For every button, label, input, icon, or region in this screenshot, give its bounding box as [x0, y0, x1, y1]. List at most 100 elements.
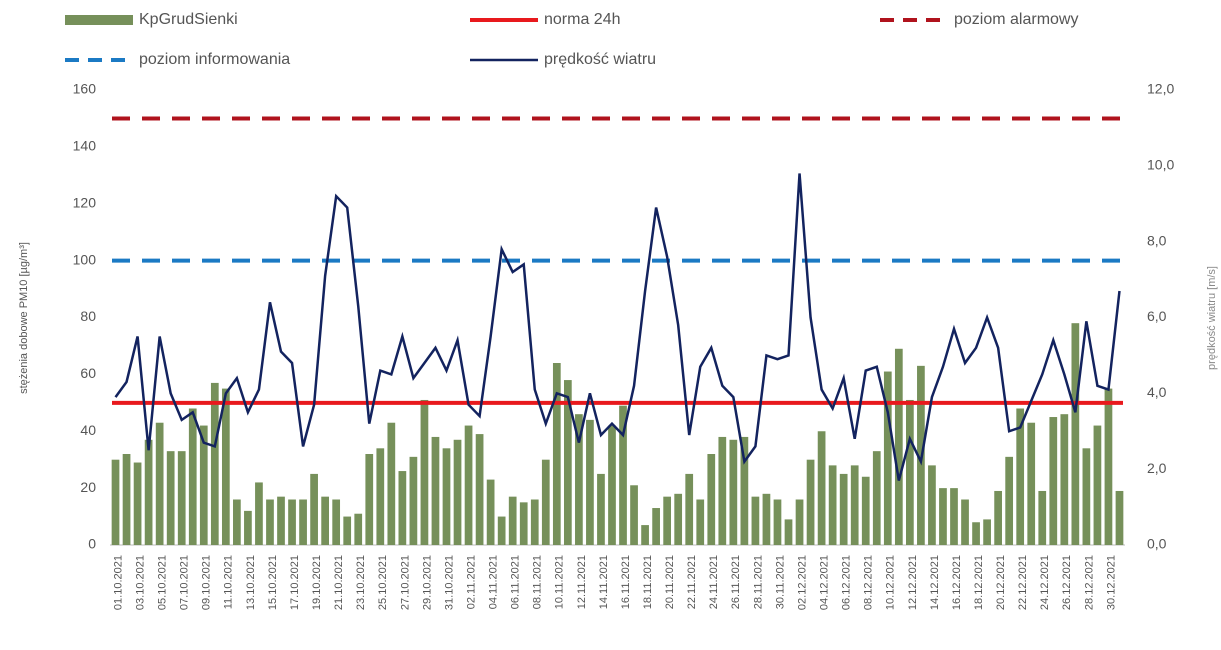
bar: [619, 405, 627, 545]
x-tick-label: 02.11.2021: [465, 555, 477, 609]
bar: [442, 448, 451, 545]
x-tick-label: 09.10.2021: [201, 555, 213, 610]
bar: [773, 499, 782, 545]
bar: [674, 493, 683, 545]
bar: [839, 473, 848, 545]
bar: [288, 499, 296, 545]
bar: [497, 516, 506, 545]
bar: [122, 454, 131, 545]
wind-line: [114, 173, 1121, 481]
bar: [387, 422, 396, 545]
bar: [729, 439, 738, 545]
x-tick-label: 14.12.2021: [929, 555, 941, 610]
bar: [244, 510, 252, 545]
bar: [894, 348, 903, 545]
x-tick-label: 05.10.2021: [157, 555, 169, 610]
bar: [530, 499, 539, 545]
bar: [177, 451, 186, 545]
bar: [155, 422, 164, 545]
bar: [663, 496, 672, 545]
bar: [277, 496, 285, 545]
x-tick-label: 08.11.2021: [532, 555, 544, 609]
x-tick-label: 08.12.2021: [863, 555, 875, 610]
bar: [563, 380, 572, 545]
x-tick-label: 12.12.2021: [907, 555, 919, 610]
y-tick-label: 140: [73, 138, 97, 154]
bar: [994, 490, 1002, 545]
bar: [806, 459, 815, 545]
bar: [652, 508, 660, 545]
bar: [541, 459, 550, 545]
x-tick-label: 04.12.2021: [819, 555, 831, 610]
y-tick-label: 0: [88, 536, 96, 552]
bar: [983, 519, 991, 545]
bar: [233, 499, 241, 545]
x-tick-label: 24.12.2021: [1039, 555, 1051, 610]
bar: [199, 425, 208, 545]
x-tick-label: 15.10.2021: [267, 555, 279, 610]
bar: [861, 476, 870, 545]
x-tick-label: 10.12.2021: [885, 555, 897, 610]
y2-tick-label: 0,0: [1147, 536, 1167, 552]
bar: [872, 451, 881, 545]
bar: [1071, 323, 1080, 545]
bar: [409, 456, 418, 545]
bar: [1104, 388, 1113, 545]
y-tick-label: 40: [80, 422, 96, 438]
y-axis-label: stężenia dobowe PM10 [µg/m³]: [18, 242, 30, 394]
x-tick-label: 12.11.2021: [576, 555, 588, 609]
bar: [431, 436, 440, 545]
y-tick-label: 100: [73, 251, 97, 267]
bar: [398, 471, 407, 545]
x-tick-label: 11.10.2021: [223, 555, 235, 609]
bar: [608, 425, 616, 545]
bar: [310, 473, 318, 545]
bar: [299, 499, 307, 545]
bar: [1115, 490, 1124, 545]
x-tick-label: 30.12.2021: [1105, 555, 1117, 610]
bar: [144, 439, 153, 545]
x-tick-label: 01.10.2021: [112, 555, 124, 610]
bar: [1060, 414, 1069, 545]
bar: [464, 425, 473, 545]
bar: [972, 522, 980, 545]
x-tick-label: 16.11.2021: [620, 555, 632, 609]
x-tick-label: 29.10.2021: [421, 555, 433, 610]
x-tick-label: 20.12.2021: [995, 555, 1007, 610]
x-tick-label: 06.12.2021: [841, 555, 853, 610]
bar: [597, 473, 605, 545]
bar: [906, 399, 914, 545]
x-tick-label: 25.10.2021: [377, 555, 389, 610]
legend-label: KpGrudSienki: [139, 11, 238, 28]
bar: [961, 499, 969, 545]
bar: [1005, 456, 1014, 545]
bar: [795, 499, 804, 545]
y-tick-label: 160: [73, 81, 97, 97]
x-tick-label: 13.10.2021: [245, 555, 257, 610]
bar: [1082, 448, 1091, 545]
bar: [343, 516, 352, 545]
bar: [552, 363, 561, 545]
bar: [133, 462, 142, 545]
x-tick-label: 04.11.2021: [488, 555, 500, 609]
x-tick-label: 16.12.2021: [951, 555, 963, 610]
bar: [365, 454, 374, 545]
bar: [1093, 425, 1102, 545]
x-tick-label: 18.12.2021: [973, 555, 985, 610]
legend-swatch: [65, 15, 133, 25]
bar: [475, 434, 484, 545]
x-tick-label: 23.10.2021: [355, 555, 367, 610]
bar: [221, 388, 230, 545]
bar: [784, 519, 793, 545]
x-tick-label: 14.11.2021: [598, 555, 610, 609]
bar: [718, 436, 727, 545]
y2-tick-label: 12,0: [1147, 81, 1174, 97]
bar: [883, 371, 892, 545]
bar: [685, 473, 694, 545]
bar: [950, 488, 958, 545]
bar: [696, 499, 705, 545]
x-tick-label: 28.12.2021: [1083, 555, 1095, 610]
bar: [1049, 417, 1058, 545]
bar: [928, 465, 936, 545]
bar: [817, 431, 826, 545]
